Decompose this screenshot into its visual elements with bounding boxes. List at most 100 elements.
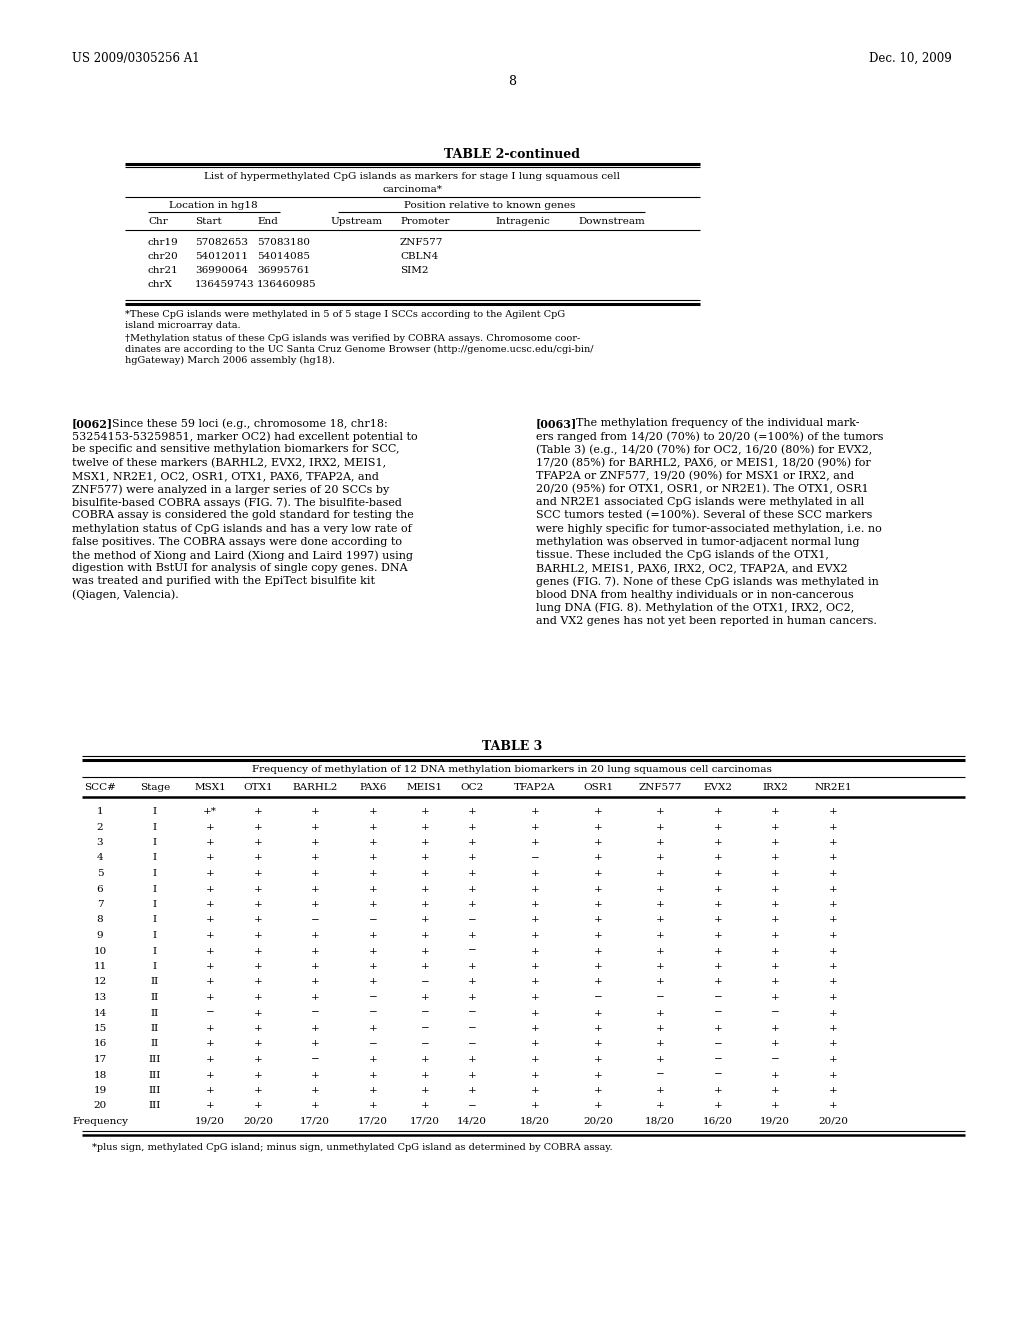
Text: +: + <box>310 869 319 878</box>
Text: (Table 3) (e.g., 14/20 (70%) for OC2, 16/20 (80%) for EVX2,: (Table 3) (e.g., 14/20 (70%) for OC2, 16… <box>536 445 872 455</box>
Text: lung DNA (FIG. 8). Methylation of the OTX1, IRX2, OC2,: lung DNA (FIG. 8). Methylation of the OT… <box>536 603 854 614</box>
Text: +: + <box>828 978 838 986</box>
Text: +: + <box>530 838 540 847</box>
Text: +: + <box>828 1071 838 1080</box>
Text: the method of Xiong and Laird (Xiong and Laird 1997) using: the method of Xiong and Laird (Xiong and… <box>72 550 413 561</box>
Text: +: + <box>714 869 722 878</box>
Text: Downstream: Downstream <box>578 216 645 226</box>
Text: +: + <box>594 1071 602 1080</box>
Text: +: + <box>771 1086 779 1096</box>
Text: TABLE 3: TABLE 3 <box>482 741 542 752</box>
Text: I: I <box>153 838 157 847</box>
Text: −: − <box>714 993 722 1002</box>
Text: 17/20: 17/20 <box>358 1117 388 1126</box>
Text: +: + <box>254 1086 262 1096</box>
Text: −: − <box>310 1008 319 1018</box>
Text: −: − <box>468 1008 476 1018</box>
Text: +: + <box>254 1008 262 1018</box>
Text: II: II <box>151 1008 159 1018</box>
Text: I: I <box>153 931 157 940</box>
Text: [0062]: [0062] <box>72 418 113 429</box>
Text: +: + <box>828 946 838 956</box>
Text: OSR1: OSR1 <box>583 783 613 792</box>
Text: NR2E1: NR2E1 <box>814 783 852 792</box>
Text: methylation was observed in tumor-adjacent normal lung: methylation was observed in tumor-adjace… <box>536 537 859 546</box>
Text: +: + <box>421 838 429 847</box>
Text: Frequency of methylation of 12 DNA methylation biomarkers in 20 lung squamous ce: Frequency of methylation of 12 DNA methy… <box>252 766 772 774</box>
Text: +: + <box>254 807 262 816</box>
Text: +: + <box>530 1055 540 1064</box>
Text: TABLE 2-continued: TABLE 2-continued <box>444 148 580 161</box>
Text: +: + <box>828 916 838 924</box>
Text: +: + <box>771 962 779 972</box>
Text: +: + <box>421 900 429 909</box>
Text: +: + <box>655 1040 665 1048</box>
Text: [0063]: [0063] <box>536 418 578 429</box>
Text: −: − <box>468 1101 476 1110</box>
Text: Chr: Chr <box>148 216 168 226</box>
Text: 1: 1 <box>96 807 103 816</box>
Text: −: − <box>468 1040 476 1048</box>
Text: +: + <box>771 807 779 816</box>
Text: +: + <box>771 946 779 956</box>
Text: +: + <box>421 993 429 1002</box>
Text: +: + <box>771 1040 779 1048</box>
Text: 57082653: 57082653 <box>195 238 248 247</box>
Text: +: + <box>714 931 722 940</box>
Text: +: + <box>468 993 476 1002</box>
Text: SIM2: SIM2 <box>400 267 428 275</box>
Text: +: + <box>828 838 838 847</box>
Text: dinates are according to the UC Santa Cruz Genome Browser (http://genome.ucsc.ed: dinates are according to the UC Santa Cr… <box>125 345 594 354</box>
Text: +: + <box>530 869 540 878</box>
Text: +: + <box>254 1101 262 1110</box>
Text: chr19: chr19 <box>148 238 179 247</box>
Text: 17/20: 17/20 <box>300 1117 330 1126</box>
Text: +: + <box>771 916 779 924</box>
Text: Frequency: Frequency <box>72 1117 128 1126</box>
Text: +: + <box>594 807 602 816</box>
Text: −: − <box>421 1024 429 1034</box>
Text: +: + <box>771 884 779 894</box>
Text: +: + <box>369 854 378 862</box>
Text: −: − <box>421 978 429 986</box>
Text: −: − <box>594 993 602 1002</box>
Text: 16/20: 16/20 <box>703 1117 733 1126</box>
Text: +: + <box>369 1055 378 1064</box>
Text: +: + <box>421 962 429 972</box>
Text: +: + <box>310 946 319 956</box>
Text: +: + <box>655 884 665 894</box>
Text: +: + <box>594 1086 602 1096</box>
Text: ZNF577: ZNF577 <box>400 238 443 247</box>
Text: +: + <box>594 978 602 986</box>
Text: (Qiagen, Valencia).: (Qiagen, Valencia). <box>72 590 179 601</box>
Text: +: + <box>655 900 665 909</box>
Text: −: − <box>369 993 378 1002</box>
Text: +: + <box>254 884 262 894</box>
Text: +: + <box>714 900 722 909</box>
Text: −: − <box>714 1055 722 1064</box>
Text: 14/20: 14/20 <box>457 1117 487 1126</box>
Text: 18/20: 18/20 <box>645 1117 675 1126</box>
Text: +: + <box>530 1071 540 1080</box>
Text: 13: 13 <box>93 993 106 1002</box>
Text: +: + <box>655 931 665 940</box>
Text: +: + <box>530 884 540 894</box>
Text: +: + <box>655 822 665 832</box>
Text: +: + <box>369 946 378 956</box>
Text: +: + <box>254 916 262 924</box>
Text: +: + <box>655 978 665 986</box>
Text: +: + <box>828 822 838 832</box>
Text: chr20: chr20 <box>148 252 179 261</box>
Text: OTX1: OTX1 <box>243 783 272 792</box>
Text: 11: 11 <box>93 962 106 972</box>
Text: +: + <box>530 1008 540 1018</box>
Text: +: + <box>468 884 476 894</box>
Text: +: + <box>369 822 378 832</box>
Text: Start: Start <box>195 216 222 226</box>
Text: +: + <box>369 962 378 972</box>
Text: 136460985: 136460985 <box>257 280 316 289</box>
Text: 19: 19 <box>93 1086 106 1096</box>
Text: +: + <box>310 822 319 832</box>
Text: +: + <box>714 946 722 956</box>
Text: 17/20 (85%) for BARHL2, PAX6, or MEIS1, 18/20 (90%) for: 17/20 (85%) for BARHL2, PAX6, or MEIS1, … <box>536 458 870 469</box>
